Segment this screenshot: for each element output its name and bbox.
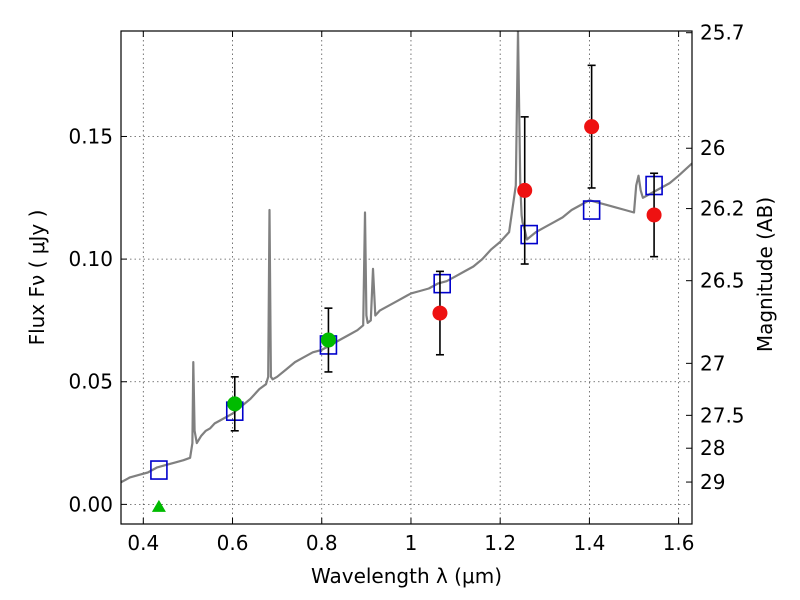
- model-point-square: [150, 460, 168, 480]
- axis-ticks: 0.4 0.6 0.8 1 1.2 1.4 1.6 0.00 0.05 0.10 0.15 25.7 2…: [68, 21, 744, 555]
- x-tick-label: 1.2: [484, 531, 516, 555]
- data-point-circle: [584, 119, 600, 135]
- model-point-square: [582, 200, 601, 220]
- spectrum-line: [121, 31, 692, 484]
- mag-tick-label: 27.5: [700, 403, 745, 427]
- x-tick-label: 0.8: [306, 531, 338, 555]
- x-tick-label: 1.6: [663, 531, 695, 555]
- x-axis-label: Wavelength λ (μm): [311, 564, 502, 588]
- data-point-circle: [432, 305, 448, 321]
- y-tick-label: 0.00: [68, 492, 113, 516]
- grid-lines: [121, 31, 692, 524]
- upper-limit-triangle: [151, 499, 166, 512]
- mag-tick-label: 26: [700, 136, 725, 160]
- series-layer: [121, 31, 692, 512]
- model-point-square: [433, 273, 451, 294]
- mag-tick-label: 27: [700, 351, 725, 375]
- plot-area: [121, 31, 692, 512]
- mag-tick-label: 28: [700, 436, 725, 460]
- x-tick-label: 1.4: [573, 531, 605, 555]
- y-tick-label: 0.05: [68, 370, 113, 394]
- data-point-circle: [227, 396, 243, 412]
- mag-tick-label: 26.5: [700, 269, 745, 293]
- mag-tick-label: 25.7: [700, 21, 745, 45]
- y-tick-label: 0.15: [68, 124, 113, 148]
- y-tick-label: 0.10: [68, 247, 113, 271]
- data-point-circle: [517, 182, 533, 198]
- data-point-circle: [646, 207, 662, 223]
- mag-tick-label: 29: [700, 470, 725, 494]
- plot-frame: [120, 30, 693, 525]
- x-tick-label: 0.6: [217, 531, 249, 555]
- x-tick-label: 1: [405, 531, 418, 555]
- y-axis-label: Flux Fν ( μJy ): [25, 210, 49, 346]
- mag-tick-label: 26.2: [700, 197, 745, 221]
- x-tick-label: 0.4: [127, 531, 159, 555]
- model-point-square: [520, 224, 538, 245]
- data-point-circle: [320, 332, 336, 348]
- y2-axis-label: Magnitude (AB): [753, 197, 777, 352]
